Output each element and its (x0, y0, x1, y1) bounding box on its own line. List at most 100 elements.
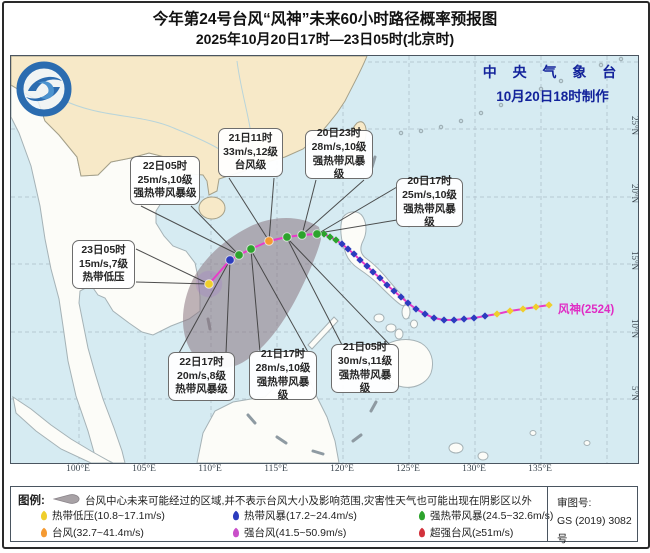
agency-issue-time: 10月20日18时制作 (496, 89, 609, 104)
forecast-callout: 21日17时 28m/s,10级 强热带风暴级 (249, 347, 317, 401)
forecast-track-point (282, 232, 292, 242)
probability-cone-icon (53, 494, 80, 504)
legend-item: 热带低压(10.8~17.1m/s) (39, 508, 231, 523)
callout-line: 20日23时 (316, 126, 362, 139)
probability-cone (182, 218, 321, 368)
observed-track-point (332, 236, 340, 244)
cma-logo (16, 61, 72, 117)
callout-line: 15m/s,7级 (78, 257, 129, 270)
observed-track-point (450, 316, 458, 324)
legend-panel: 图例: 台风中心未来可能经过的区域,并不表示台风大小及影响范围,灾害性天气也可能… (10, 486, 638, 545)
observed-track-point (376, 274, 384, 282)
observed-track-point (369, 268, 377, 276)
lat-tick-label: 5°N (630, 386, 640, 401)
callout-line: 22日17时 (179, 355, 224, 368)
approval-number: GS (2019) 3082号 (557, 514, 632, 545)
callout-line: 21日17时 (260, 347, 306, 360)
callout-line: 强热带风暴级 (403, 202, 456, 229)
callout-line: 20m/s,8级 (176, 369, 227, 382)
forecast-callout: 21日11时 33m/s,12级 台风级 (218, 128, 283, 177)
callout-line: 热带低压 (82, 271, 125, 284)
lon-tick-label: 130°E (462, 464, 486, 474)
observed-track-point (363, 262, 371, 270)
observed-track-point (390, 287, 398, 295)
lon-tick-label: 125°E (396, 464, 420, 474)
forecast-callout: 20日17时 25m/s,10级 强热带风暴级 (396, 175, 463, 228)
lon-tick-label: 115°E (264, 464, 288, 474)
page-subtitle: 2025年10月20日17时—23日05时(北京时) (195, 31, 455, 47)
observed-track-point (470, 314, 478, 322)
legend-item-label: 台风(32.7~41.4m/s) (52, 527, 144, 539)
callout-line: 23日05时 (81, 243, 126, 256)
lat-tick-label: 10°N (630, 319, 640, 339)
observed-track-point (350, 250, 358, 258)
legend-item: 强热带风暴(24.5~32.6m/s) (417, 508, 553, 523)
page-title: 今年第24号台风“风神”未来60小时路径概率预报图 (152, 11, 498, 28)
callout-line: 热带风暴级 (175, 383, 228, 396)
lon-tick-label: 120°E (330, 464, 354, 474)
legend-item-label: 强热带风暴(24.5~32.6m/s) (430, 510, 554, 522)
callout-line: 强热带风暴级 (338, 368, 392, 395)
observed-track-point (481, 312, 489, 320)
legend-heading: 图例: (18, 495, 45, 507)
callout-line: 强热带风暴级 (133, 187, 197, 200)
legend-item-label: 强台风(41.5~50.9m/s) (244, 527, 347, 539)
forecast-track-point (225, 255, 235, 265)
observed-track-point (545, 301, 553, 309)
TD-symbol-icon (40, 510, 48, 520)
agency-block: 中 央 气 象 台 10月20日18时制作 (470, 62, 635, 105)
legend-item-label: 热带低压(10.8~17.1m/s) (52, 510, 165, 522)
approval-label: 审图号: (557, 497, 592, 509)
forecast-track-point (246, 244, 256, 254)
forecast-callout: 22日17时 20m/s,8级 热带风暴级 (168, 352, 235, 401)
TY-symbol-icon (40, 527, 48, 537)
observed-track-point (440, 316, 448, 324)
lon-tick-label: 105°E (132, 464, 156, 474)
landmass-sumatra (12, 395, 114, 463)
lon-tick-label: 100°E (66, 464, 90, 474)
callout-line: 33m/s,12级 (223, 145, 278, 158)
observed-track-point (397, 293, 405, 301)
ryukyu-islands (398, 56, 624, 136)
observed-track-point (430, 314, 438, 322)
SuperTY-symbol-icon (418, 527, 426, 537)
forecast-callout: 21日05时 30m/s,11级 强热带风暴级 (331, 340, 399, 394)
callout-pointer-lines (135, 177, 398, 354)
forecast-callout: 23日05时 15m/s,7级 热带低压 (72, 240, 135, 289)
forecast-track-point (204, 279, 214, 289)
callout-line: 28m/s,10级 (255, 361, 311, 374)
forecast-callout: 22日05时 25m/s,10级 强热带风暴级 (130, 156, 200, 205)
callout-line: 强热带风暴级 (256, 375, 310, 402)
legend-row-1: 热带低压(10.8~17.1m/s) 热带风暴(17.2~24.4m/s) 强热带风… (39, 508, 553, 523)
observed-track-point (326, 233, 334, 241)
forecast-track-point (312, 229, 322, 239)
observed-track-point (412, 305, 420, 313)
observed-track-point (338, 240, 346, 248)
TS-symbol-icon (232, 510, 240, 520)
observed-track-point (532, 303, 540, 311)
forecast-track-point (234, 250, 244, 260)
landmass-hainan (198, 196, 226, 220)
legend-item: 热带风暴(17.2~24.4m/s) (231, 508, 417, 523)
callout-line: 21日11时 (228, 131, 273, 144)
legend-item: 超强台风(≥51m/s) (417, 525, 513, 540)
lon-tick-label: 135°E (528, 464, 552, 474)
legend-item-label: 热带风暴(17.2~24.4m/s) (244, 510, 357, 522)
map-approval-number: 审图号: GS (2019) 3082号 (557, 495, 637, 549)
forecast-callout: 20日23时 28m/s,10级 强热带风暴级 (305, 126, 373, 180)
observed-track-point (519, 305, 527, 313)
observed-track-point (460, 315, 468, 323)
observed-track-point (344, 245, 352, 253)
callout-line: 25m/s,10级 (137, 173, 193, 186)
STS-symbol-icon (418, 510, 426, 520)
agency-name: 中 央 气 象 台 (482, 64, 623, 80)
typhoon-track (204, 229, 553, 324)
legend-item: 强台风(41.5~50.9m/s) (231, 525, 417, 540)
observed-track-point (404, 299, 412, 307)
legend-item-label: 超强台风(≥51m/s) (430, 527, 514, 539)
callout-line: 25m/s,10级 (402, 188, 457, 201)
forecast-track-point (297, 230, 307, 240)
callout-line: 21日05时 (342, 340, 388, 353)
